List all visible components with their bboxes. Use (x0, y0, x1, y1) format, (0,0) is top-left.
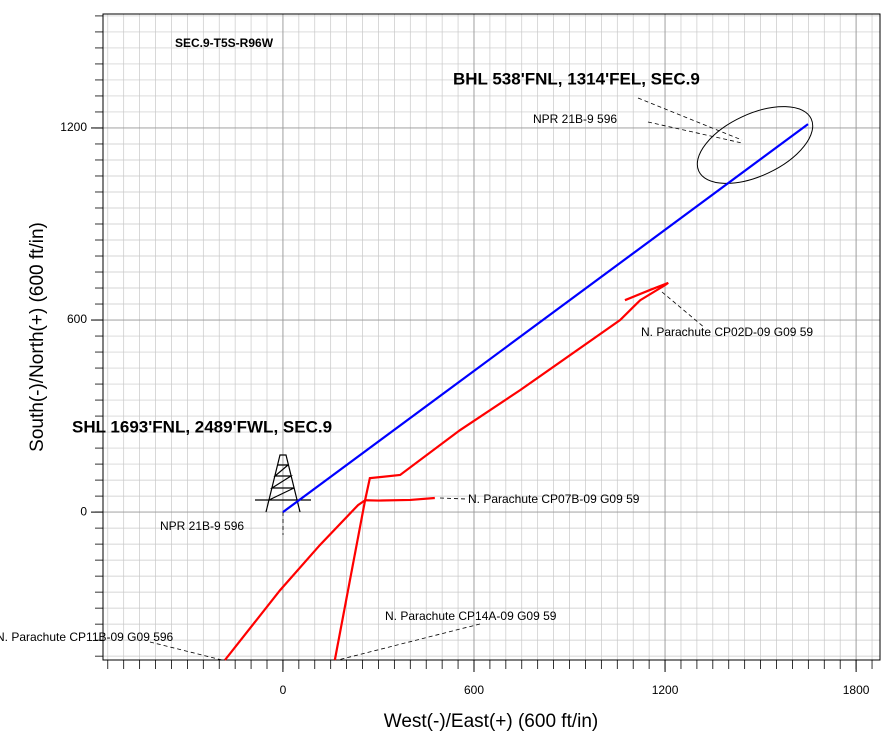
well-path (365, 496, 435, 502)
well-path (224, 499, 366, 661)
y-tick-label: 1200 (60, 120, 87, 134)
well-label: NPR 21B-9 596 (533, 112, 617, 126)
x-tick-label: 1200 (652, 683, 679, 697)
shl-annotation: SHL 1693'FNL, 2489'FWL, SEC.9 (72, 417, 332, 436)
y-axis-title: South(-)/North(+) (600 ft/in) (27, 222, 48, 452)
grid (91, 13, 881, 672)
bhl-annotation: BHL 538'FNL, 1314'FEL, SEC.9 (453, 69, 700, 88)
rig-icon (255, 454, 311, 513)
well-label: N. Parachute CP14A-09 G09 59 (385, 609, 557, 623)
well-label: NPR 21B-9 596 (160, 519, 244, 533)
chart-title: SEC.9-T5S-R96W (175, 36, 274, 50)
target-ellipse (696, 106, 814, 184)
well-label: N. Parachute CP02D-09 G09 59 (641, 325, 813, 339)
well-path (364, 281, 669, 501)
x-tick-label: 1800 (843, 683, 870, 697)
x-axis-title: West(-)/East(+) (600 ft/in) (384, 711, 599, 732)
well-path (333, 500, 367, 661)
well-path (282, 123, 809, 513)
well-label: N. Parachute CP11B-09 G09 596 (0, 630, 174, 644)
well-label: N. Parachute CP07B-09 G09 59 (468, 492, 640, 506)
x-tick-label: 600 (464, 683, 484, 697)
x-tick-label: 0 (280, 683, 287, 697)
plot-frame (102, 13, 881, 661)
y-tick-label: 0 (80, 504, 87, 518)
leaders (149, 97, 743, 661)
y-tick-label: 600 (67, 312, 87, 326)
